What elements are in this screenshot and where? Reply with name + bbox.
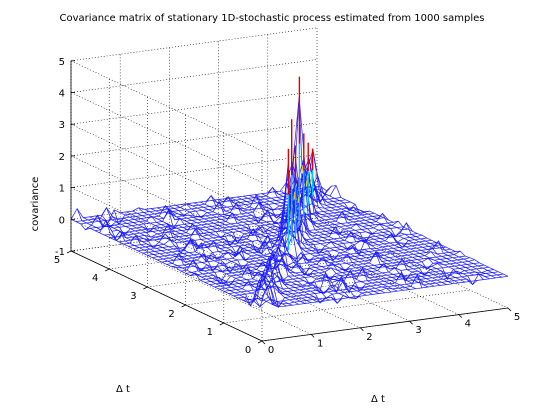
z-tick-label: 5 xyxy=(59,57,65,68)
mesh-row xyxy=(261,275,509,308)
mesh-col xyxy=(150,205,343,304)
x-axis-label: Δ t xyxy=(371,394,385,405)
grid-line xyxy=(70,154,318,188)
mesh-col xyxy=(243,169,435,287)
x-tick-mark xyxy=(458,314,463,318)
x-tick-label: 2 xyxy=(366,332,372,343)
y-tick-label: 4 xyxy=(92,273,98,284)
x-tick-label: 3 xyxy=(415,325,421,336)
y-tick-label: 3 xyxy=(130,291,136,302)
y-tick-mark xyxy=(66,250,72,254)
grid-line xyxy=(70,92,263,183)
mesh-col xyxy=(169,205,361,300)
grid-line xyxy=(70,90,318,125)
mesh-col xyxy=(310,185,503,278)
z-tick-label: 3 xyxy=(59,120,65,131)
mesh-col xyxy=(193,202,386,294)
mesh-col xyxy=(236,97,429,288)
z-tick-label: 0 xyxy=(59,215,65,226)
mesh-col xyxy=(89,216,281,308)
mesh-col xyxy=(113,209,306,304)
grid-line xyxy=(70,60,263,152)
x-tick-label: 5 xyxy=(514,312,520,323)
z-axis-label: covariance xyxy=(30,177,41,232)
grid-line xyxy=(316,217,509,309)
mesh-col xyxy=(101,206,293,309)
mesh-col xyxy=(138,207,330,304)
chart-title: Covariance matrix of stationary 1D-stoch… xyxy=(60,13,485,24)
y-tick-label: 5 xyxy=(54,255,60,266)
x-tick-mark xyxy=(409,320,413,325)
z-tick-label: -1 xyxy=(55,247,65,258)
x-tick-label: 4 xyxy=(465,319,471,330)
mesh-row xyxy=(85,149,332,230)
grid-line xyxy=(70,123,263,215)
mesh-col xyxy=(316,185,509,277)
mesh-col xyxy=(70,218,263,303)
y-tick-mark xyxy=(143,286,148,290)
x-axis-line xyxy=(261,307,509,342)
mesh-col xyxy=(126,211,318,303)
mesh-col xyxy=(249,195,441,286)
mesh-col xyxy=(218,177,410,290)
x-tick-mark xyxy=(507,307,512,312)
mesh-col xyxy=(212,199,404,291)
x-tick-mark xyxy=(261,340,266,345)
y-tick-mark xyxy=(181,304,186,308)
y-axis-line xyxy=(70,250,263,342)
mesh-col xyxy=(156,207,349,299)
mesh-col xyxy=(224,191,416,290)
grid-line xyxy=(70,155,263,247)
mesh-col xyxy=(230,197,423,289)
mesh-col xyxy=(292,171,484,280)
mesh-col xyxy=(144,208,336,300)
y-tick-label: 0 xyxy=(245,345,251,356)
mesh-col xyxy=(298,149,490,280)
mesh-col xyxy=(83,214,275,308)
x-tick-label: 0 xyxy=(268,345,274,356)
peak-highlight xyxy=(310,175,313,184)
x-tick-mark xyxy=(310,334,315,338)
peak-highlight xyxy=(305,178,308,187)
z-tick-label: 2 xyxy=(59,152,65,163)
y-axis-label: Δ t xyxy=(116,384,130,395)
peak-highlight xyxy=(314,171,317,180)
x-tick-label: 1 xyxy=(317,338,323,349)
surface-mesh xyxy=(70,76,509,309)
z-tick-label: 1 xyxy=(59,184,65,195)
y-tick-label: 2 xyxy=(168,309,174,320)
z-tick-label: 4 xyxy=(59,89,65,100)
y-tick-mark xyxy=(257,340,263,344)
mesh-col xyxy=(76,208,269,302)
mesh-col xyxy=(261,176,453,285)
grid-line xyxy=(70,27,318,62)
grid-line xyxy=(120,244,312,335)
mesh-col xyxy=(206,162,398,292)
grid-line xyxy=(70,59,318,93)
peak-highlight xyxy=(301,165,304,174)
y-tick-label: 1 xyxy=(207,327,213,338)
mesh-col xyxy=(175,204,367,296)
mesh-col xyxy=(95,215,287,307)
y-tick-mark xyxy=(105,268,110,272)
mesh-col xyxy=(107,216,300,305)
x-tick-mark xyxy=(360,327,364,332)
mesh-col xyxy=(304,187,496,279)
grid-line xyxy=(70,122,318,157)
grid-line xyxy=(169,237,361,329)
y-tick-mark xyxy=(219,322,224,326)
